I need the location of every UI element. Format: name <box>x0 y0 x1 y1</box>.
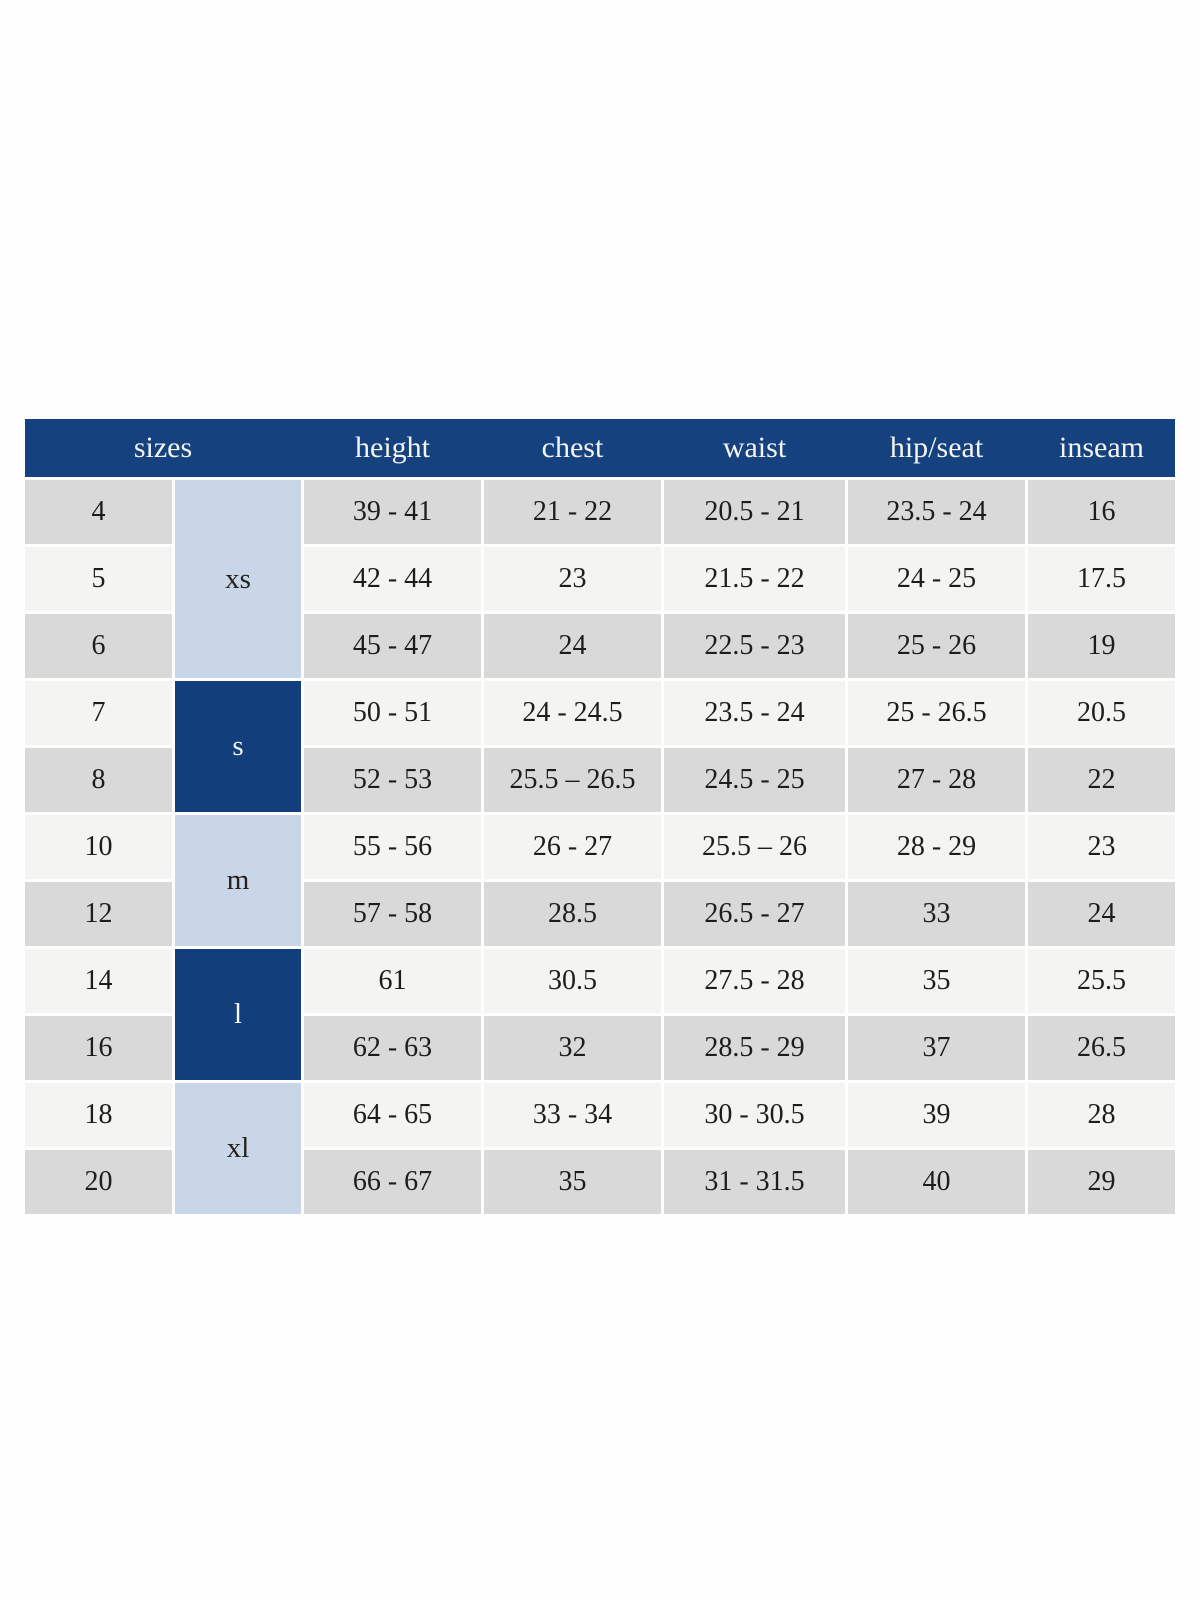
inseam-cell: 24 <box>1028 882 1176 946</box>
chest-cell: 24 - 24.5 <box>484 681 661 745</box>
table-row: 5 42 - 44 23 21.5 - 22 24 - 25 17.5 <box>25 547 1176 611</box>
header-cell-inseam: inseam <box>1059 431 1144 464</box>
waist-cell: 20.5 - 21 <box>664 480 845 544</box>
table-row: 10 m 55 - 56 26 - 27 25.5 – 26 28 - 29 2… <box>25 815 1176 946</box>
height-cell: 45 - 47 <box>304 614 481 678</box>
size-chart-table: sizes height chest waist hip/seat inseam… <box>22 416 1178 1217</box>
waist-cell: 21.5 - 22 <box>664 547 845 611</box>
group-cell-s: s <box>175 681 301 812</box>
hip-seat-cell: 40 <box>848 1150 1025 1214</box>
height-cell: 61 <box>304 949 481 1013</box>
table-row: 6 45 - 47 24 22.5 - 23 25 - 26 19 <box>25 614 1176 678</box>
table-row: 7 s 50 - 51 24 - 24.5 23.5 - 24 25 - 26.… <box>25 681 1176 812</box>
inseam-cell: 28 <box>1028 1083 1176 1147</box>
hip-seat-cell: 23.5 - 24 <box>848 480 1025 544</box>
waist-cell: 25.5 – 26 <box>664 815 845 879</box>
table-row: 14 l 61 30.5 27.5 - 28 35 25.5 <box>25 949 1176 1080</box>
height-cell: 66 - 67 <box>304 1150 481 1214</box>
waist-cell: 23.5 - 24 <box>664 681 845 745</box>
header-row: sizes height chest waist hip/seat inseam <box>25 419 1176 477</box>
hip-seat-cell: 25 - 26.5 <box>848 681 1025 745</box>
size-cell: 6 <box>25 614 172 678</box>
waist-cell: 26.5 - 27 <box>664 882 845 946</box>
inseam-cell: 17.5 <box>1028 547 1176 611</box>
hip-seat-cell: 35 <box>848 949 1025 1013</box>
waist-cell: 30 - 30.5 <box>664 1083 845 1147</box>
hip-seat-cell: 39 <box>848 1083 1025 1147</box>
size-cell: 14 <box>25 949 172 1013</box>
size-cell: 18 <box>25 1083 172 1147</box>
inseam-cell: 29 <box>1028 1150 1176 1214</box>
chest-cell: 32 <box>484 1016 661 1080</box>
header-cell-hip-seat: hip/seat <box>889 431 984 464</box>
hip-seat-cell: 24 - 25 <box>848 547 1025 611</box>
height-cell: 64 - 65 <box>304 1083 481 1147</box>
header-cell-chest: chest <box>541 431 604 464</box>
waist-cell: 28.5 - 29 <box>664 1016 845 1080</box>
inseam-cell: 26.5 <box>1028 1016 1176 1080</box>
waist-cell: 31 - 31.5 <box>664 1150 845 1214</box>
inseam-cell: 19 <box>1028 614 1176 678</box>
size-cell: 4 <box>25 480 172 544</box>
height-cell: 42 - 44 <box>304 547 481 611</box>
chest-cell: 26 - 27 <box>484 815 661 879</box>
group-cell-xl: xl <box>175 1083 301 1214</box>
height-cell: 62 - 63 <box>304 1016 481 1080</box>
header-cell-sizes: sizes <box>133 431 193 464</box>
header-bar: sizes height chest waist hip/seat inseam <box>25 419 1176 477</box>
inseam-cell: 22 <box>1028 748 1176 812</box>
group-cell-l: l <box>175 949 301 1080</box>
height-cell: 52 - 53 <box>304 748 481 812</box>
hip-seat-cell: 28 - 29 <box>848 815 1025 879</box>
table-row: 4 xs 39 - 41 21 - 22 20.5 - 21 23.5 - 24… <box>25 480 1176 678</box>
inseam-cell: 23 <box>1028 815 1176 879</box>
inseam-cell: 16 <box>1028 480 1176 544</box>
chest-cell: 23 <box>484 547 661 611</box>
group-cell-m: m <box>175 815 301 946</box>
size-cell: 20 <box>25 1150 172 1214</box>
hip-seat-cell: 37 <box>848 1016 1025 1080</box>
chest-cell: 33 - 34 <box>484 1083 661 1147</box>
table-row: 20 66 - 67 35 31 - 31.5 40 29 <box>25 1150 1176 1214</box>
hip-seat-cell: 25 - 26 <box>848 614 1025 678</box>
hip-seat-cell: 33 <box>848 882 1025 946</box>
header-cell-height: height <box>355 431 430 464</box>
size-cell: 16 <box>25 1016 172 1080</box>
table-row: 18 xl 64 - 65 33 - 34 30 - 30.5 39 28 <box>25 1083 1176 1214</box>
hip-seat-cell: 27 - 28 <box>848 748 1025 812</box>
inseam-cell: 20.5 <box>1028 681 1176 745</box>
size-cell: 5 <box>25 547 172 611</box>
table-row: 8 52 - 53 25.5 – 26.5 24.5 - 25 27 - 28 … <box>25 748 1176 812</box>
inseam-cell: 25.5 <box>1028 949 1176 1013</box>
height-cell: 55 - 56 <box>304 815 481 879</box>
table-row: 12 57 - 58 28.5 26.5 - 27 33 24 <box>25 882 1176 946</box>
chest-cell: 25.5 – 26.5 <box>484 748 661 812</box>
chest-cell: 30.5 <box>484 949 661 1013</box>
table-row: 16 62 - 63 32 28.5 - 29 37 26.5 <box>25 1016 1176 1080</box>
chest-cell: 35 <box>484 1150 661 1214</box>
size-cell: 12 <box>25 882 172 946</box>
header-cell-waist: waist <box>722 431 787 464</box>
height-cell: 39 - 41 <box>304 480 481 544</box>
waist-cell: 22.5 - 23 <box>664 614 845 678</box>
height-cell: 57 - 58 <box>304 882 481 946</box>
group-cell-xs: xs <box>175 480 301 678</box>
size-cell: 7 <box>25 681 172 745</box>
size-cell: 10 <box>25 815 172 879</box>
height-cell: 50 - 51 <box>304 681 481 745</box>
chest-cell: 21 - 22 <box>484 480 661 544</box>
chest-cell: 28.5 <box>484 882 661 946</box>
waist-cell: 24.5 - 25 <box>664 748 845 812</box>
size-cell: 8 <box>25 748 172 812</box>
header-grid: sizes height chest waist hip/seat inseam <box>25 419 1175 477</box>
chest-cell: 24 <box>484 614 661 678</box>
waist-cell: 27.5 - 28 <box>664 949 845 1013</box>
